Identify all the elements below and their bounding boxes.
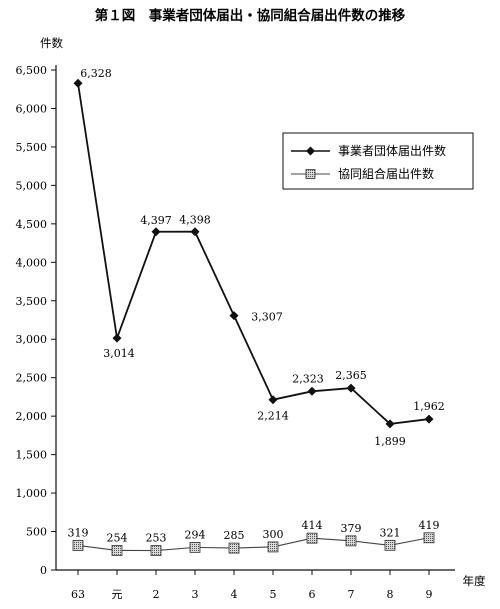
y-tick-label: 5,500 (16, 141, 48, 154)
data-label-series-1: 2,323 (292, 372, 324, 385)
series-line-group (77, 83, 430, 552)
series-line-1 (77, 83, 430, 425)
x-tick-label: 8 (387, 588, 394, 601)
x-tick-label: 9 (426, 588, 433, 601)
x-tick-label: 4 (231, 588, 238, 601)
data-label-group: 6,328 3,014 4,397 4,398 3,307 2,214 2,323 2,365… (68, 67, 445, 544)
y-tick-label: 4,000 (16, 256, 48, 269)
data-label-series-1: 3,307 (251, 311, 283, 324)
data-label-series-2: 254 (107, 531, 128, 544)
y-tick-group: 6,500 6,000 5,500 5,000 4,500 4,000 3,500 3,000… (16, 64, 56, 577)
y-tick-label: 2,500 (16, 372, 48, 385)
series-line-2 (77, 537, 430, 552)
data-label-series-2: 285 (224, 529, 245, 542)
data-label-series-1: 1,962 (413, 400, 445, 413)
data-point-series-2 (228, 542, 240, 554)
data-label-series-1: 6,328 (80, 67, 112, 80)
y-tick-label: 6,000 (16, 102, 48, 115)
data-point-series-1 (73, 78, 83, 88)
y-tick-label: 4,500 (16, 218, 48, 231)
y-tick-label: 6,500 (16, 64, 48, 77)
chart-title: 第１図 事業者団体届出・協同組合届出件数の推移 (95, 7, 406, 24)
y-tick-label: 1,500 (16, 449, 48, 462)
data-label-series-2: 321 (380, 526, 401, 539)
data-point-series-1 (307, 386, 317, 396)
legend-marker-series-2 (305, 169, 316, 179)
x-tick-label: 5 (270, 588, 277, 601)
data-label-series-1: 1,899 (374, 435, 406, 448)
y-tick-label: 1,000 (16, 487, 48, 500)
y-axis-label: 件数 (40, 36, 63, 50)
data-point-series-2 (384, 539, 396, 551)
data-label-series-1: 3,014 (103, 347, 135, 360)
data-point-series-2 (72, 540, 84, 551)
data-label-series-1: 2,365 (335, 369, 367, 382)
data-point-series-1 (424, 414, 434, 424)
data-point-series-1 (268, 395, 278, 405)
data-label-series-2: 414 (302, 519, 323, 532)
x-axis-label: 年度 (463, 574, 486, 588)
series-marker-group (72, 78, 435, 556)
data-label-series-2: 300 (263, 528, 284, 541)
data-label-series-1: 4,398 (179, 214, 211, 227)
y-tick-label: 5,000 (16, 179, 48, 192)
legend-marker-series-1 (306, 146, 315, 156)
data-point-series-1 (385, 419, 395, 429)
y-tick-label: 500 (26, 526, 47, 539)
y-tick-label: 3,500 (16, 295, 48, 308)
y-tick-label: 0 (40, 564, 47, 577)
x-tick-label: 63 (71, 588, 85, 601)
data-point-series-2 (345, 535, 357, 547)
legend-label-series-1: 事業者団体届出件数 (338, 143, 446, 158)
x-tick-group: 63 元 2 3 4 5 6 7 8 9 (71, 570, 433, 601)
data-point-series-1 (112, 333, 122, 343)
y-tick-label: 3,000 (16, 333, 48, 346)
legend-label-series-2: 協同組合届出件数 (338, 166, 434, 181)
data-label-series-2: 419 (419, 519, 440, 532)
data-point-series-2 (189, 541, 201, 553)
data-point-series-1 (346, 383, 356, 393)
data-point-series-2 (150, 545, 162, 556)
x-tick-label: 7 (348, 588, 355, 601)
data-point-series-2 (111, 545, 123, 556)
data-label-series-1: 2,214 (257, 410, 289, 423)
data-label-series-2: 379 (341, 522, 362, 535)
data-label-series-1: 4,397 (140, 214, 172, 227)
data-label-series-2: 319 (68, 526, 89, 539)
x-tick-label: 2 (153, 588, 160, 601)
data-point-series-2 (423, 532, 435, 544)
y-tick-label: 2,000 (16, 410, 48, 423)
data-point-series-1 (229, 311, 239, 321)
legend: 事業者団体届出件数 協同組合届出件数 (282, 132, 474, 190)
legend-box (282, 132, 474, 190)
data-point-series-2 (267, 541, 279, 553)
data-point-series-1 (190, 227, 200, 237)
x-tick-label: 元 (112, 588, 123, 601)
data-point-series-1 (151, 227, 161, 237)
x-tick-label: 3 (192, 588, 199, 601)
data-label-series-2: 253 (146, 532, 167, 545)
x-tick-label: 6 (309, 588, 316, 601)
data-point-series-2 (306, 532, 318, 544)
data-label-series-2: 294 (185, 528, 206, 541)
